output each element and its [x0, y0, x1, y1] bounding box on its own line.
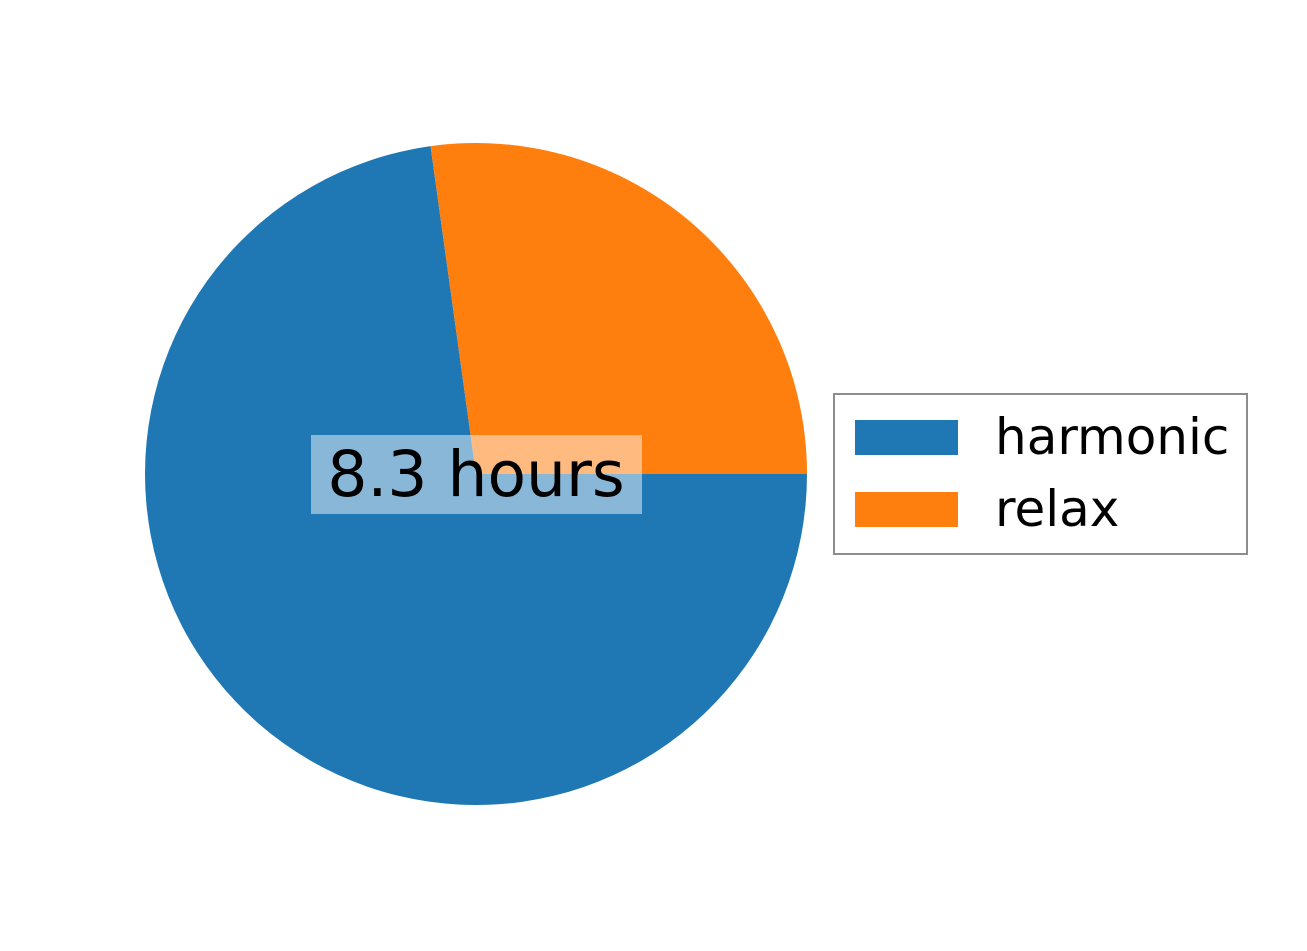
legend-entry-relax[interactable]: relax [835, 473, 1246, 545]
pie-slice-label-harmonic: 8.3 hours [310, 434, 642, 514]
pie-slice-relax[interactable] [430, 143, 807, 475]
legend-swatch-relax [855, 491, 958, 527]
legend-entry-harmonic[interactable]: harmonic [835, 401, 1246, 473]
pie-wedges [144, 143, 808, 806]
legend-label-relax: relax [995, 480, 1120, 538]
legend-swatch-harmonic [855, 419, 958, 455]
legend-box: harmonic relax [833, 393, 1248, 555]
pie-slice-harmonic[interactable] [144, 146, 808, 806]
legend-label-harmonic: harmonic [995, 408, 1230, 466]
